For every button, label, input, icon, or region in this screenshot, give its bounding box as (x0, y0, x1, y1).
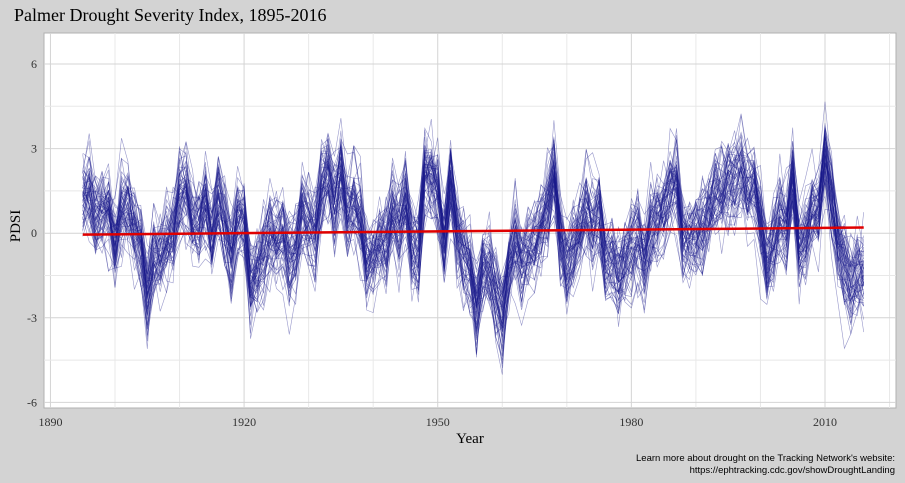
tick-layer: 1890 1920 1950 1980 2010 6 3 0 -3 -6 (27, 57, 837, 429)
series-layer (82, 101, 864, 375)
pdsi-trace-line (82, 127, 864, 346)
pdsi-trace-line (82, 140, 864, 332)
pdsi-trace-line (82, 143, 864, 313)
pdsi-trace-line (82, 134, 864, 308)
pdsi-trace-line (82, 130, 864, 311)
pdsi-trace-line (82, 133, 864, 335)
pdsi-trace-line (82, 138, 864, 368)
pdsi-trace-line (82, 118, 864, 354)
pdsi-trace-line (82, 127, 864, 328)
pdsi-trace-line (82, 133, 864, 347)
pdsi-trace-line (82, 145, 864, 329)
y-tick-label: 6 (31, 57, 37, 71)
pdsi-trace-line (82, 145, 864, 324)
x-tick-label: 1950 (426, 415, 450, 429)
x-tick-label: 1980 (619, 415, 643, 429)
pdsi-trace-line (82, 139, 864, 375)
pdsi-trace-line (82, 152, 864, 349)
pdsi-trace-line (82, 127, 864, 315)
pdsi-trace-line (82, 129, 864, 309)
pdsi-trace-line (82, 130, 864, 350)
pdsi-trace-line (82, 147, 864, 311)
plot-background (43, 32, 897, 409)
x-tick-label: 1890 (38, 415, 62, 429)
pdsi-trace-line (82, 144, 864, 354)
pdsi-trace-line (82, 118, 864, 326)
pdsi-trace-line (82, 113, 864, 332)
pdsi-trace-line (82, 141, 864, 316)
pdsi-trace-line (82, 135, 864, 364)
pdsi-trace-line (82, 130, 864, 339)
pdsi-trace-line (82, 128, 864, 303)
pdsi-trace-line (82, 101, 864, 330)
y-tick-label: 0 (31, 226, 37, 240)
pdsi-trace-line (82, 147, 864, 319)
pdsi-trace-line (82, 135, 864, 361)
pdsi-trace-line (82, 144, 864, 312)
caption-link[interactable]: https://ephtracking.cdc.gov/showDroughtL… (689, 465, 895, 476)
pdsi-trace-line (82, 137, 864, 311)
y-tick-label: -6 (27, 395, 37, 409)
pdsi-trace-line (82, 134, 864, 343)
pdsi-trace-line (82, 123, 864, 327)
pdsi-trace-line (82, 134, 864, 333)
pdsi-trace-line (82, 139, 864, 304)
pdsi-trace-line (82, 156, 864, 313)
y-tick-label: -3 (27, 311, 37, 325)
pdsi-trace-line (82, 145, 864, 327)
pdsi-trace-line (82, 149, 864, 330)
pdsi-trace-line (82, 146, 864, 320)
grid-layer (44, 33, 896, 408)
pdsi-trace-line (82, 137, 864, 314)
caption-line-1: Learn more about drought on the Tracking… (636, 453, 895, 464)
x-tick-label: 1920 (232, 415, 256, 429)
pdsi-trace-line (82, 143, 864, 352)
caption: Learn more about drought on the Tracking… (636, 453, 895, 477)
pdsi-trace-line (82, 139, 864, 355)
pdsi-trace-line (82, 149, 864, 337)
pdsi-trace-line (82, 147, 864, 357)
pdsi-trace-line (82, 120, 864, 334)
trend-layer (82, 226, 864, 236)
pdsi-trace-line (82, 158, 864, 335)
pdsi-trace-line (82, 135, 864, 333)
pdsi-trace-line (82, 139, 864, 325)
pdsi-trace-line (82, 137, 864, 311)
pdsi-trace-line (82, 147, 864, 342)
pdsi-trace-line (82, 146, 864, 325)
x-tick-label: 2010 (813, 415, 837, 429)
pdsi-trace-line (82, 128, 864, 337)
y-axis-label: PDSI (8, 210, 24, 243)
pdsi-trace-line (82, 142, 864, 358)
pdsi-trace-line (82, 115, 864, 337)
pdsi-trace-line (82, 127, 864, 356)
chart-title: Palmer Drought Severity Index, 1895-2016 (14, 5, 327, 25)
y-tick-label: 3 (31, 142, 37, 156)
pdsi-trace-line (82, 125, 864, 316)
trend-line (82, 226, 864, 236)
x-axis-label: Year (456, 431, 484, 447)
pdsi-trace-line (82, 137, 864, 326)
